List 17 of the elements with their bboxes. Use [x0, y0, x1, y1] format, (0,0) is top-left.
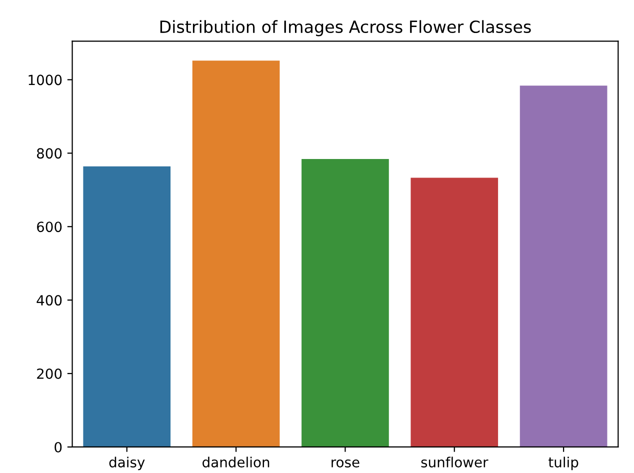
y-tick-label: 1000 [28, 74, 62, 86]
x-tick-label: dandelion [202, 456, 270, 468]
bar [83, 166, 171, 447]
x-tick-label: sunflower [421, 456, 488, 468]
x-tick-label: rose [332, 459, 360, 468]
y-tick-label: 0 [54, 442, 62, 452]
bar [520, 86, 608, 447]
y-tick-label: 600 [37, 222, 62, 232]
y-tick-label: 200 [37, 368, 62, 380]
x-tick-label: daisy [109, 456, 145, 470]
chart-title: Distribution of Images Across Flower Classes [160, 20, 531, 36]
x-tick-label: tulip [548, 456, 578, 470]
bar [410, 178, 498, 447]
bar [302, 159, 389, 447]
y-tick-label: 800 [36, 148, 62, 159]
y-tick-label: 400 [36, 295, 62, 306]
bar [192, 60, 280, 447]
